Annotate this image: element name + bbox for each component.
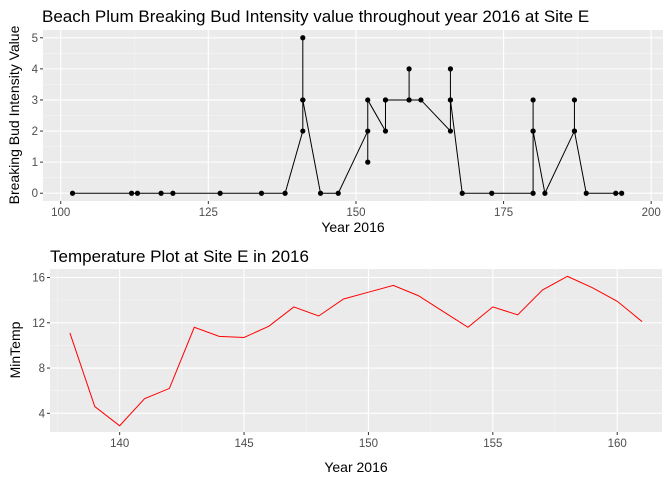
data-point	[382, 128, 389, 134]
tick-label-y: 2	[32, 126, 38, 138]
tick-label-y: 16	[32, 272, 45, 284]
tick-label-x: 150	[359, 438, 378, 450]
chart-2-ticks: 140 145 150 155 160 4 8 12 16	[32, 272, 627, 450]
data-point	[571, 128, 578, 134]
data-point	[134, 190, 141, 196]
data-point	[459, 190, 465, 196]
data-point	[158, 190, 164, 196]
tick-label-y: 8	[39, 363, 45, 375]
data-point	[530, 97, 536, 103]
tick-label-x: 200	[642, 207, 661, 219]
tick-label-x: 100	[51, 207, 70, 219]
tick-label-x: 155	[483, 438, 502, 450]
tick-label-y: 5	[32, 33, 38, 45]
data-point	[613, 190, 619, 196]
data-point	[447, 128, 454, 134]
data-point	[583, 190, 589, 196]
data-point	[365, 128, 371, 134]
data-point	[530, 190, 536, 196]
data-point	[447, 97, 454, 103]
data-point	[170, 190, 176, 196]
chart-2-title: Temperature Plot at Site E in 2016	[50, 247, 309, 266]
chart-2-y-axis-title: MinTemp	[7, 321, 23, 378]
tick-label-x: 125	[199, 207, 218, 219]
data-point	[447, 66, 454, 72]
chart-1-series	[69, 35, 625, 196]
chart-2-series	[69, 275, 643, 427]
data-point	[300, 35, 306, 41]
tick-label-y: 3	[32, 95, 38, 107]
chart-1-ticks: 100 125 150 175 200 0 1 2 3 4 5	[32, 33, 661, 219]
data-point	[530, 128, 536, 134]
data-point	[489, 190, 495, 196]
tick-label-y: 1	[32, 157, 38, 169]
tick-label-y: 0	[32, 188, 38, 200]
tick-label-x: 175	[494, 207, 513, 219]
data-point	[258, 190, 265, 196]
data-point	[335, 190, 341, 196]
data-point	[300, 128, 306, 134]
chart-1-grid	[43, 30, 663, 201]
series-line	[69, 275, 643, 427]
tick-label-x: 160	[608, 438, 627, 450]
data-point	[406, 97, 412, 103]
chart-2-grid	[50, 269, 662, 432]
tick-label-x: 145	[234, 438, 253, 450]
data-point	[406, 66, 412, 72]
data-point	[365, 97, 371, 103]
tick-label-y: 12	[32, 318, 45, 330]
data-point	[128, 190, 135, 196]
chart-1-y-axis-title: Breaking Bud Intensity Value	[6, 25, 22, 204]
data-point	[300, 97, 306, 103]
tick-label-y: 4	[39, 408, 46, 420]
chart-2-x-axis-title: Year 2016	[324, 459, 388, 475]
data-point	[418, 97, 424, 103]
tick-label-x: 140	[110, 438, 129, 450]
tick-label-y: 4	[32, 64, 39, 76]
chart-1-x-axis-title: Year 2016	[321, 219, 385, 235]
data-point	[571, 97, 578, 103]
data-point	[217, 190, 223, 196]
chart-1-title: Beach Plum Breaking Bud Intensity value …	[42, 7, 589, 26]
data-point	[382, 97, 389, 103]
data-point	[619, 190, 625, 196]
data-point	[317, 190, 324, 196]
series-line	[72, 37, 622, 195]
data-point	[365, 159, 371, 165]
chart-2: Temperature Plot at Site E in 2016 140 14…	[7, 247, 662, 475]
chart-2-panel	[50, 269, 662, 432]
data-point	[69, 190, 76, 196]
chart-1: Beach Plum Breaking Bud Intensity value …	[6, 7, 663, 235]
tick-label-x: 150	[346, 207, 365, 219]
data-point	[542, 190, 548, 196]
data-point	[282, 190, 288, 196]
